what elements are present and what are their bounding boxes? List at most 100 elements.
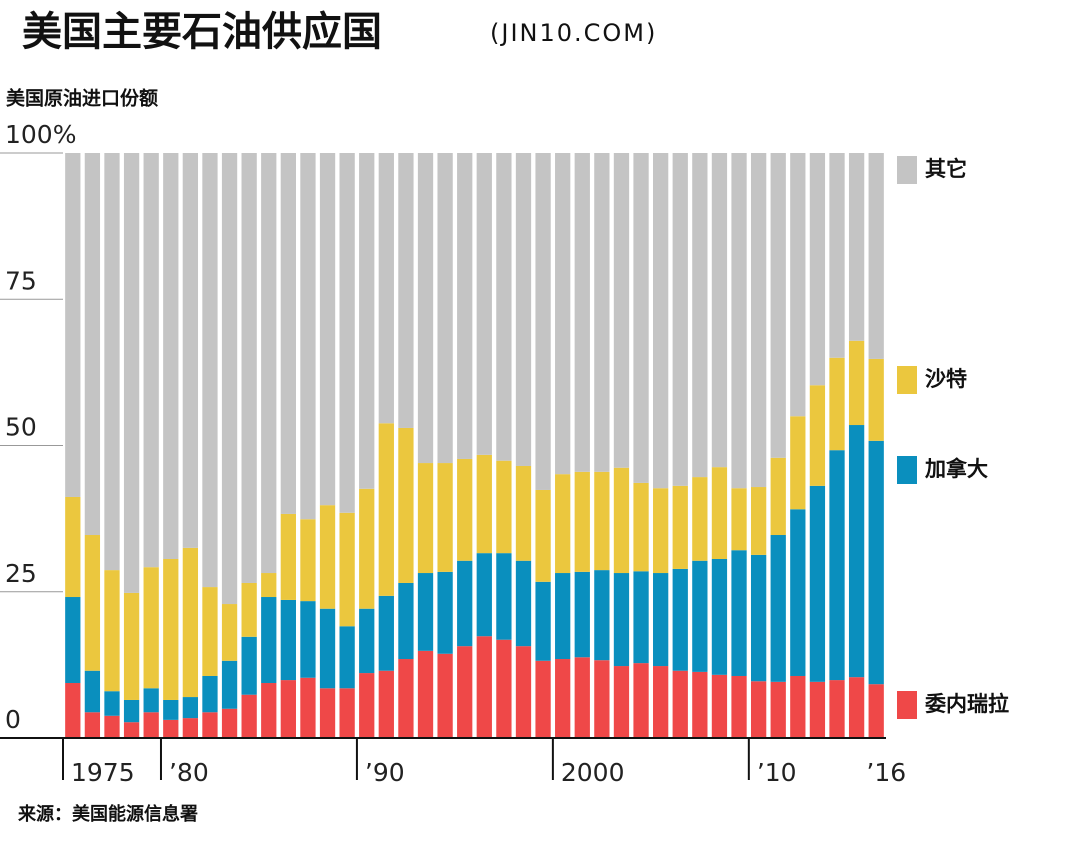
x-tick-label: ’10 [757,758,797,787]
bar-segment [84,153,101,536]
bar-segment [653,153,669,489]
bar-segment [515,560,532,647]
legend-label: 加拿大 [924,457,988,481]
bar-segment [476,636,492,738]
bar-segment [770,457,786,536]
bar-segment [398,153,414,428]
bar-segment [221,708,238,738]
bar-segment [809,385,826,486]
bar-segment [613,467,630,574]
bar-segment [378,153,394,424]
bar-segment [535,153,551,490]
bar-segment [437,653,453,738]
bar-segment [868,440,884,685]
bar-segment [65,683,81,738]
bar-segment [750,487,767,555]
bar-segment [770,681,786,738]
x-tick-label: 1975 [71,758,135,787]
bar-segment [790,509,806,676]
bar-segment [613,153,630,468]
bar-segment [182,547,199,698]
bar-segment [555,474,571,574]
bar-segment [319,505,336,609]
bar-segment [692,671,708,738]
bar-segment [123,153,140,593]
bar-segment [496,553,512,640]
bar-segment [809,153,826,386]
bar-segment [182,153,199,548]
bar-segment [770,535,786,682]
bar-segment [848,340,865,426]
bar-segment [143,153,159,568]
bar-segment [476,153,492,455]
bar-segment [731,153,747,489]
bar-segment [437,153,453,464]
x-tick-label: 2000 [561,758,625,787]
bar-segment [750,554,767,682]
bar-segment [143,688,159,713]
bar-segment [868,153,884,359]
bar-segment [653,488,669,574]
bar-segment [163,719,179,738]
bar-segment [692,560,708,672]
bar-segment [319,688,336,738]
bar-segment [535,660,551,738]
bar-segment [809,485,826,682]
bar-segment [417,153,434,464]
bar-segment [574,657,590,738]
bar-segment [848,677,865,738]
bar-segment [398,659,414,738]
bar-segment [319,153,336,506]
bar-segment [790,675,806,738]
bar-segment [378,670,394,738]
bar-segment [261,573,277,598]
bar-segment [790,153,806,417]
bar-segment [221,604,238,661]
y-tick-label: 25 [5,559,37,588]
bar-segment [750,153,767,488]
bar-segment [417,463,434,574]
bar-segment [417,650,434,738]
legend-swatch [897,156,917,184]
bar-segment [84,712,101,738]
bar-segment [790,416,806,510]
bar-segment [848,153,865,341]
bar-segment [378,595,394,671]
bar-segment [221,153,238,605]
bar-segment [241,582,257,637]
bar-segment [829,153,845,358]
bar-segment [241,636,257,695]
bar-segment [221,660,238,709]
bar-segment [574,471,590,572]
bar-segment [163,558,179,700]
chart-title: 美国主要石油供应国 [22,9,382,55]
y-tick-label: 0 [5,705,21,734]
y-tick-label: 100% [5,120,76,149]
bar-segment [202,712,218,738]
bar-segment [476,553,492,637]
bar-segment [241,153,257,583]
bar-segment [672,153,688,486]
bar-segment [182,718,199,738]
bar-segment [594,660,610,738]
bar-segment [829,450,845,681]
bar-segment [731,488,747,551]
bar-segment [829,680,845,738]
bar-segment [437,463,453,572]
bar-segment [359,673,375,738]
bar-segment [163,699,179,720]
bar-segment [731,675,747,738]
bar-segment [123,592,140,700]
bar-segment [672,568,688,671]
bar-segment [437,571,453,654]
bar-segment [65,496,81,598]
bar-segment [515,646,532,738]
title-suffix: (JIN10.COM) [490,19,657,47]
bar-segment [261,153,277,574]
bar-segment [633,153,649,483]
bar-segment [574,571,590,658]
bar-segment [319,608,336,689]
x-tick-label: ’80 [169,758,209,787]
bar-segment [692,477,708,561]
